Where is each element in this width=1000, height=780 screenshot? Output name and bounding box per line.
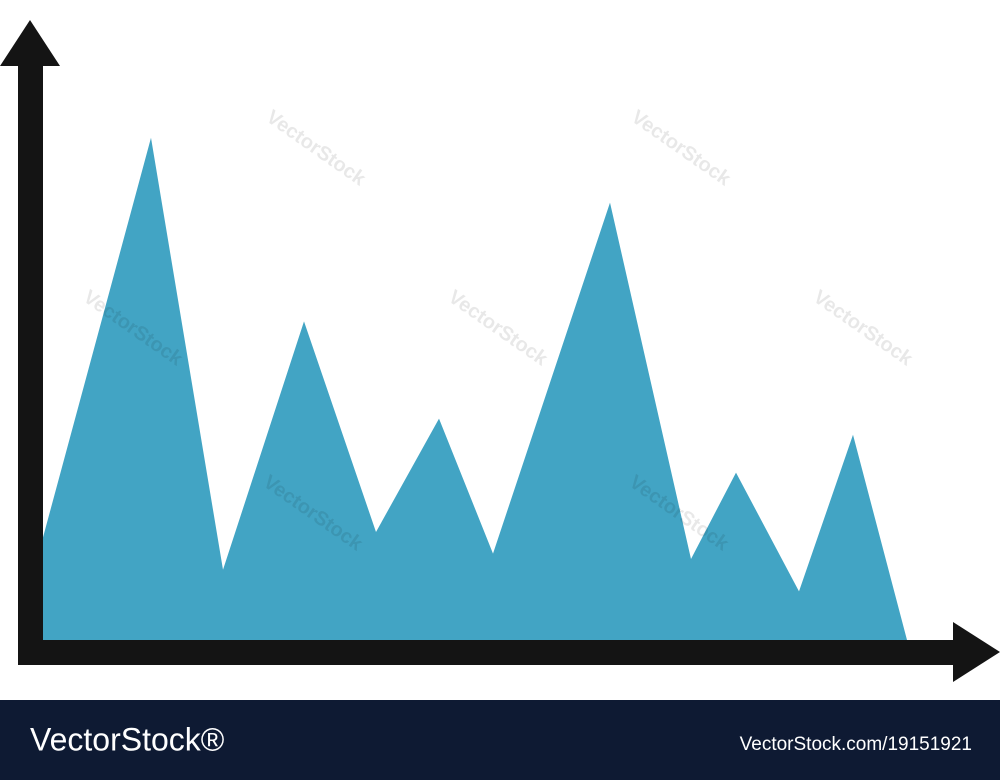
- footer-url: VectorStock.com/19151921: [740, 734, 972, 755]
- x-axis-arrow: [953, 622, 1000, 682]
- x-axis: [18, 640, 958, 665]
- y-axis: [18, 58, 43, 665]
- y-axis-arrow: [0, 20, 60, 66]
- area: [43, 137, 907, 641]
- footer: [0, 700, 1000, 780]
- plot: [43, 137, 907, 641]
- footer-brand: VectorStock®: [30, 721, 225, 757]
